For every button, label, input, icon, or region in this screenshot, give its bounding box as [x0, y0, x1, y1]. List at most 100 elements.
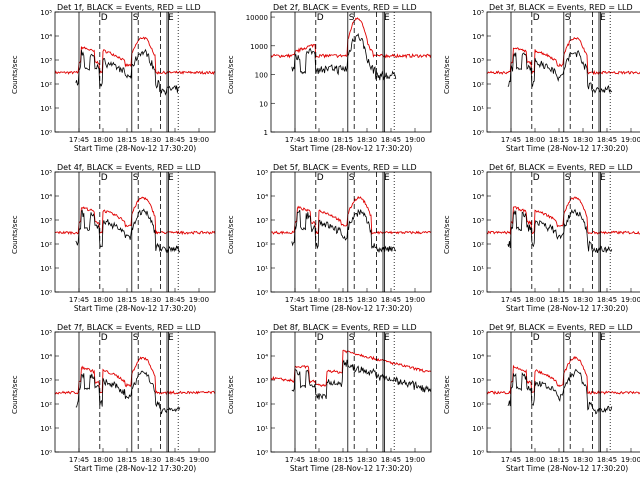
y-tick-label: 10¹ [256, 265, 268, 273]
lld-series-line [270, 195, 432, 236]
y-tick-label: 10¹ [40, 265, 52, 273]
plot-frame [54, 171, 216, 293]
panel-title: Det 8f, BLACK = Events, RED = LLD [273, 323, 417, 332]
plot-frame [54, 331, 216, 453]
marker-label: S [565, 173, 571, 183]
x-tick-label: 17:45 [69, 456, 89, 464]
x-axis-label: Start Time (28-Nov-12 17:30:20) [290, 304, 412, 313]
y-tick-label: 10⁰ [40, 289, 52, 297]
lld-series-line [54, 196, 216, 236]
marker-label: D [101, 333, 108, 343]
y-tick-label: 10⁵ [40, 329, 52, 337]
y-tick-label: 10³ [472, 57, 484, 65]
lld-series-line [270, 17, 432, 59]
x-tick-label: 17:45 [69, 136, 89, 144]
events-series-line [507, 208, 613, 254]
plot-frame [270, 331, 432, 453]
y-axis-label: Counts/sec [227, 375, 235, 414]
marker-label: E [168, 13, 174, 23]
x-tick-label: 18:15 [117, 296, 137, 304]
x-tick-label: 17:45 [285, 136, 305, 144]
marker-label: E [600, 333, 606, 343]
x-tick-label: 18:45 [597, 456, 617, 464]
events-series-line [291, 32, 397, 81]
y-tick-label: 10⁵ [40, 9, 52, 17]
marker-label: D [101, 13, 108, 23]
y-tick-label: 10⁰ [472, 449, 484, 457]
plot-frame [54, 11, 216, 133]
y-axis-label: Counts/sec [11, 55, 19, 94]
x-tick-label: 19:00 [189, 136, 209, 144]
lld-series-line [486, 196, 640, 236]
x-tick-label: 17:45 [501, 296, 521, 304]
y-tick-label: 10³ [472, 377, 484, 385]
y-tick-label: 10⁴ [256, 353, 268, 361]
y-axis-label: Counts/sec [443, 55, 451, 94]
y-tick-label: 10⁵ [472, 329, 484, 337]
marker-label: S [565, 333, 571, 343]
y-tick-label: 10² [256, 401, 268, 409]
y-tick-label: 10² [472, 401, 484, 409]
y-tick-label: 10⁰ [472, 289, 484, 297]
y-tick-label: 10² [472, 81, 484, 89]
events-series-line [75, 48, 181, 96]
x-axis-label: Start Time (28-Nov-12 17:30:20) [290, 464, 412, 473]
x-tick-label: 19:00 [405, 456, 425, 464]
plot-frame [486, 11, 640, 133]
y-tick-label: 10⁵ [40, 169, 52, 177]
marker-label: S [133, 13, 139, 23]
y-tick-label: 10² [472, 241, 484, 249]
y-tick-label: 10⁴ [40, 193, 52, 201]
y-tick-label: 10⁰ [40, 449, 52, 457]
x-tick-label: 18:15 [549, 296, 569, 304]
events-series-line [507, 50, 613, 94]
y-tick-label: 10⁴ [256, 193, 268, 201]
marker-label: D [533, 333, 540, 343]
y-tick-label: 10¹ [472, 425, 484, 433]
x-tick-label: 17:45 [285, 296, 305, 304]
x-tick-label: 18:00 [309, 456, 329, 464]
panel-title: Det 1f, BLACK = Events, RED = LLD [57, 3, 201, 12]
panel-title: Det 7f, BLACK = Events, RED = LLD [57, 323, 201, 332]
y-tick-label: 10³ [40, 377, 52, 385]
y-tick-label: 10¹ [40, 105, 52, 113]
y-tick-label: 10 [259, 100, 268, 108]
x-tick-label: 18:00 [309, 136, 329, 144]
y-tick-label: 10⁵ [472, 169, 484, 177]
marker-label: D [533, 173, 540, 183]
x-tick-label: 18:45 [381, 456, 401, 464]
x-tick-label: 19:00 [621, 456, 640, 464]
marker-label: D [101, 173, 108, 183]
x-axis-label: Start Time (28-Nov-12 17:30:20) [74, 304, 196, 313]
y-tick-label: 10³ [40, 217, 52, 225]
y-tick-label: 10⁴ [40, 353, 52, 361]
x-tick-label: 18:45 [597, 296, 617, 304]
lld-series-line [486, 36, 640, 76]
x-tick-label: 18:30 [141, 296, 161, 304]
x-tick-label: 19:00 [405, 296, 425, 304]
panel-title: Det 6f, BLACK = Events, RED = LLD [489, 163, 633, 172]
x-tick-label: 18:30 [357, 136, 377, 144]
y-tick-label: 10² [256, 241, 268, 249]
detector-panel: Det 2f, BLACK = Events, RED = LLD Counts/… [227, 3, 432, 153]
x-tick-label: 18:00 [309, 296, 329, 304]
y-tick-label: 10⁰ [256, 449, 268, 457]
x-tick-label: 18:30 [357, 456, 377, 464]
marker-label: E [168, 173, 174, 183]
detector-panel: Det 9f, BLACK = Events, RED = LLD Counts/… [443, 323, 640, 473]
x-axis-label: Start Time (28-Nov-12 17:30:20) [506, 304, 628, 313]
panel-title: Det 5f, BLACK = Events, RED = LLD [273, 163, 417, 172]
y-tick-label: 10¹ [40, 425, 52, 433]
y-tick-label: 1 [264, 129, 268, 137]
x-axis-label: Start Time (28-Nov-12 17:30:20) [290, 144, 412, 153]
x-tick-label: 18:00 [93, 136, 113, 144]
x-tick-label: 19:00 [405, 136, 425, 144]
x-tick-label: 18:45 [597, 136, 617, 144]
marker-label: E [600, 13, 606, 23]
plot-frame [486, 331, 640, 453]
x-tick-label: 17:45 [285, 456, 305, 464]
marker-label: S [133, 173, 139, 183]
marker-label: D [317, 13, 324, 23]
marker-label: D [317, 173, 324, 183]
